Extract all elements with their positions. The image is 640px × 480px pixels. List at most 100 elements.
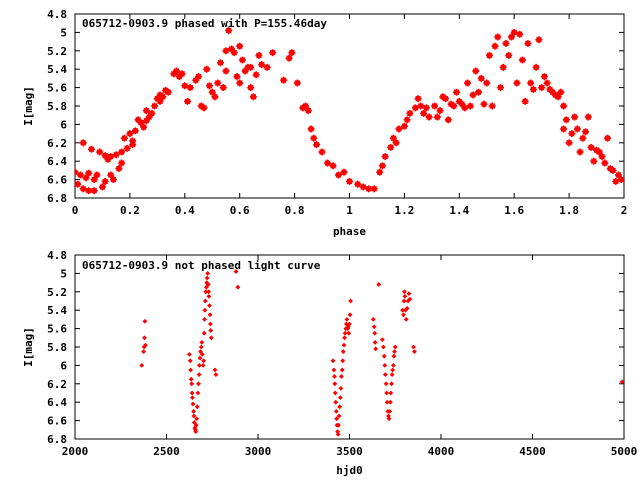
x-tick-label: 2500 xyxy=(153,445,180,458)
data-point xyxy=(405,298,411,304)
data-point xyxy=(392,344,398,350)
data-point xyxy=(241,67,249,75)
data-point xyxy=(118,148,126,156)
data-point xyxy=(386,413,391,419)
data-point xyxy=(436,107,444,115)
data-point xyxy=(143,342,148,348)
data-point xyxy=(383,381,389,387)
data-point xyxy=(329,162,337,170)
data-point xyxy=(118,159,126,167)
x-tick-label: 0 xyxy=(72,204,79,217)
x-tick-labels: 2000 2500 3000 3500 4000 4500 5000 xyxy=(62,445,638,458)
data-point xyxy=(191,413,197,419)
data-point xyxy=(488,102,496,110)
data-point xyxy=(337,404,343,410)
data-point xyxy=(293,79,301,87)
data-point xyxy=(433,113,441,121)
data-point xyxy=(123,144,131,152)
data-point xyxy=(389,134,397,142)
data-point xyxy=(205,282,211,287)
data-point xyxy=(255,51,263,59)
data-point xyxy=(304,107,312,115)
data-point xyxy=(193,422,199,428)
y-tick-label: 5.8 xyxy=(47,100,67,113)
data-point xyxy=(203,289,209,295)
data-point xyxy=(75,180,82,188)
data-point xyxy=(453,88,461,96)
data-point xyxy=(151,102,159,110)
data-points xyxy=(139,269,624,437)
data-point xyxy=(195,390,201,396)
y-axis-label: I[mag] xyxy=(22,86,35,126)
data-point xyxy=(370,185,378,193)
y-tick-label: 6 xyxy=(60,118,67,131)
data-point xyxy=(208,321,213,327)
data-point xyxy=(156,97,164,105)
data-point xyxy=(198,344,204,350)
data-point xyxy=(595,148,603,156)
data-point xyxy=(249,93,257,101)
data-point xyxy=(518,56,526,64)
data-point xyxy=(189,390,195,396)
data-point xyxy=(184,97,192,105)
data-point xyxy=(188,376,194,382)
data-point xyxy=(141,344,147,350)
data-point xyxy=(216,59,224,67)
data-point xyxy=(194,416,200,422)
data-point xyxy=(233,73,241,81)
data-point xyxy=(346,330,352,336)
data-point xyxy=(494,33,502,41)
x-tick-label: 0.2 xyxy=(120,204,140,217)
data-point xyxy=(188,367,194,373)
data-point xyxy=(562,116,570,124)
x-tick-label: 4000 xyxy=(428,445,455,458)
y-tick-label: 6.2 xyxy=(47,137,67,150)
data-point xyxy=(101,177,109,185)
data-point xyxy=(359,183,367,191)
data-point xyxy=(112,151,120,159)
y-tick-label: 5.2 xyxy=(47,45,67,58)
data-point xyxy=(532,63,540,71)
y-tick-label: 4.8 xyxy=(47,249,67,262)
data-point xyxy=(505,51,513,59)
data-point xyxy=(407,296,413,302)
data-point xyxy=(412,349,417,354)
data-point xyxy=(444,116,452,124)
x-tick-labels: 0 0.2 0.4 0.6 0.8 1 1.2 1.4 1.6 1.8 2 xyxy=(72,204,628,217)
y-tick-label: 5 xyxy=(60,26,67,39)
data-point xyxy=(560,102,568,110)
data-point xyxy=(324,159,332,167)
data-point xyxy=(450,102,458,110)
data-point xyxy=(191,420,197,425)
data-point xyxy=(333,409,339,414)
data-point xyxy=(406,291,412,297)
data-point xyxy=(381,353,387,359)
data-point xyxy=(617,176,624,184)
data-point xyxy=(126,130,134,138)
tick-marks xyxy=(74,254,625,440)
x-tick-label: 1.4 xyxy=(449,204,469,217)
data-point xyxy=(148,109,156,117)
data-point xyxy=(225,27,233,35)
data-point xyxy=(403,116,411,124)
data-point xyxy=(339,367,345,373)
data-point xyxy=(466,102,474,110)
data-point xyxy=(192,76,200,84)
y-tick-label: 6.2 xyxy=(47,378,67,391)
data-point xyxy=(196,381,201,387)
data-point xyxy=(442,95,450,103)
data-point xyxy=(554,93,562,101)
data-point xyxy=(535,36,543,44)
y-tick-label: 5.6 xyxy=(47,82,67,95)
data-point xyxy=(615,171,623,179)
data-point xyxy=(206,82,214,90)
data-point xyxy=(213,372,219,377)
data-point xyxy=(204,275,210,281)
data-point xyxy=(202,317,207,322)
data-point xyxy=(335,432,341,437)
y-tick-labels: 4.8 5 5.2 5.4 5.6 5.8 6 6.2 6.4 6.6 6.8 xyxy=(47,249,67,446)
y-axis-label: I[mag] xyxy=(22,327,35,367)
data-point xyxy=(235,284,241,290)
data-point xyxy=(510,28,518,36)
